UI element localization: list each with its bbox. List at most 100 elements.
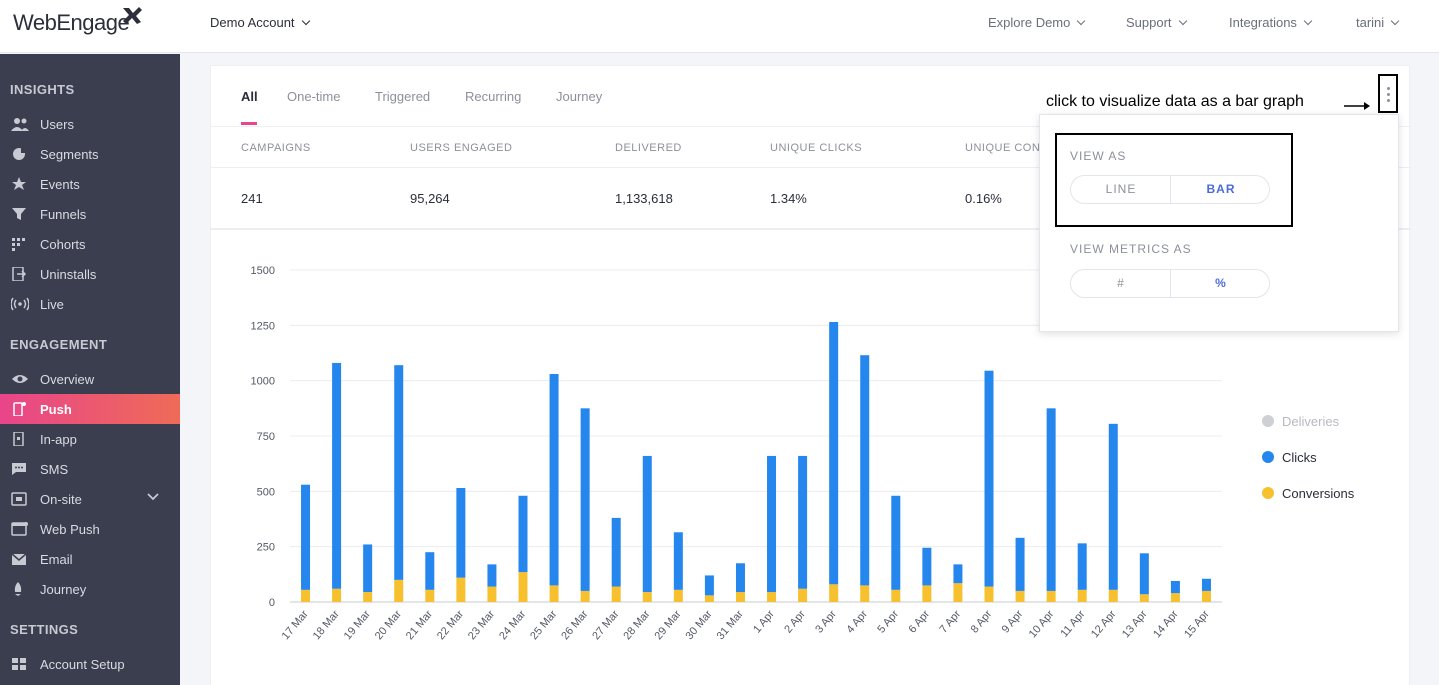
chevron-down-icon [1303,16,1313,26]
sidebar-item-on-site[interactable]: On-site [0,484,180,514]
y-tick-label: 1500 [251,265,275,277]
y-tick-label: 750 [257,431,275,443]
sidebar-item-account-setup[interactable]: Account Setup [0,649,180,679]
metric-header-delivered: DELIVERED [615,142,682,154]
view-as-line-option[interactable]: LINE [1105,182,1137,196]
sidebar-item-label: SMS [40,462,69,477]
bar-conversions [953,583,963,602]
bar-clicks [332,362,342,589]
sidebar-item-live[interactable]: Live [0,289,180,319]
nav-label: Support [1126,15,1172,30]
sidebar-item-segments[interactable]: Segments [0,139,180,169]
x-tick-label: 8 Apr [969,608,995,636]
bar-clicks [425,552,435,590]
app-logo[interactable]: WebEngage [13,7,142,36]
bar-clicks [518,495,528,573]
bar-conversions [456,577,466,602]
sidebar-item-events[interactable]: Events [0,169,180,199]
sidebar-item-label: On-site [40,492,82,507]
sidebar-item-web-push[interactable]: Web Push [0,514,180,544]
view-as-bar-option[interactable]: BAR [1206,182,1236,196]
x-tick-label: 11 Apr [1058,608,1087,640]
bar-clicks [891,495,901,590]
bar-conversions [487,586,497,602]
tab-all[interactable]: All [241,89,258,104]
sms-icon [12,463,26,475]
sidebar-item-label: Push [40,402,72,417]
funnel-icon [12,208,26,220]
push-notification-icon [13,402,26,416]
nav-explore-demo[interactable]: Explore Demo [988,15,1086,30]
chevron-down-icon [1077,16,1086,26]
divider [211,126,1411,127]
sidebar-item-cohorts[interactable]: Cohorts [0,229,180,259]
tab-journey[interactable]: Journey [556,89,603,104]
bar-clicks [363,544,373,593]
sidebar-item-label: Email [40,552,73,567]
bar-conversions [1015,590,1025,602]
section-title-insights: INSIGHTS [10,82,75,97]
bar-conversions [580,590,590,602]
view-as-toggle: LINE BAR [1070,175,1270,204]
bar-clicks [394,365,404,580]
email-icon [11,553,27,565]
x-tick-label: 6 Apr [906,608,932,636]
bar-conversions [829,584,839,602]
account-switcher[interactable]: Demo Account [210,15,310,30]
bar-clicks [1015,537,1025,591]
nav-integrations[interactable]: Integrations [1229,15,1313,30]
sidebar-item-sms[interactable]: SMS [0,454,180,484]
sidebar-item-label: Overview [40,372,95,387]
chart-options-popover: VIEW AS LINE BAR VIEW METRICS AS # % [1039,114,1399,332]
tab-recurring[interactable]: Recurring [465,89,522,104]
bar-conversions [1170,593,1180,602]
sidebar-item-users[interactable]: Users [0,109,180,139]
sidebar-item-journey[interactable]: Journey [0,574,180,604]
x-tick-label: 10 Apr [1027,608,1057,640]
grid-icon [12,238,25,251]
metric-header-campaigns: CAMPAIGNS [241,142,311,154]
bar-clicks [798,455,808,589]
sidebar-item-label: Funnels [40,207,87,222]
sidebar-item-in-app[interactable]: In-app [0,424,180,454]
chevron-down-icon[interactable] [146,490,160,504]
sidebar-item-overview[interactable]: Overview [0,364,180,394]
y-tick-label: 250 [257,542,275,554]
bar-conversions [363,592,373,602]
metrics-percent-option[interactable]: % [1215,276,1227,290]
nav-support[interactable]: Support [1126,15,1187,30]
toggle-divider [1170,270,1171,297]
logo-mark-icon [123,7,142,24]
bar-conversions [425,589,435,602]
more-options-button[interactable] [1378,74,1398,113]
user-menu[interactable]: tarini [1356,15,1400,30]
tab-one-time[interactable]: One-time [287,89,341,104]
sidebar-item-label: Events [40,177,80,192]
logo-text: WebEngage [13,10,130,35]
metrics-count-option[interactable]: # [1117,276,1125,290]
bar-clicks [549,374,559,586]
bar-clicks [829,322,839,585]
sidebar-item-email[interactable]: Email [0,544,180,574]
x-tick-label: 5 Apr [875,608,901,636]
bar-clicks [1139,553,1149,595]
bar-clicks [1170,580,1180,594]
sidebar-item-uninstalls[interactable]: Uninstalls [0,259,180,289]
y-tick-label: 500 [257,486,275,498]
sidebar-item-funnels[interactable]: Funnels [0,199,180,229]
eye-icon [12,375,28,383]
bar-clicks [642,455,652,593]
tab-triggered[interactable]: Triggered [375,89,431,104]
bar-clicks [704,575,714,596]
x-tick-label: 19 Mar [342,608,373,642]
metric-value-unique-conversions: 0.16% [965,191,1002,206]
top-bar: WebEngage Demo Account Explore Demo Supp… [0,0,1439,53]
settings-grid-icon [12,658,26,670]
sidebar-item-label: Users [40,117,74,132]
legend-label: Conversions [1282,486,1355,501]
sidebar-item-push[interactable]: Push [0,394,180,424]
nav-label: Integrations [1229,15,1297,30]
sidebar-item-label: Cohorts [40,237,86,252]
metric-header-users-engaged: USERS ENGAGED [410,142,513,154]
sidebar-item-label: Uninstalls [40,267,97,282]
